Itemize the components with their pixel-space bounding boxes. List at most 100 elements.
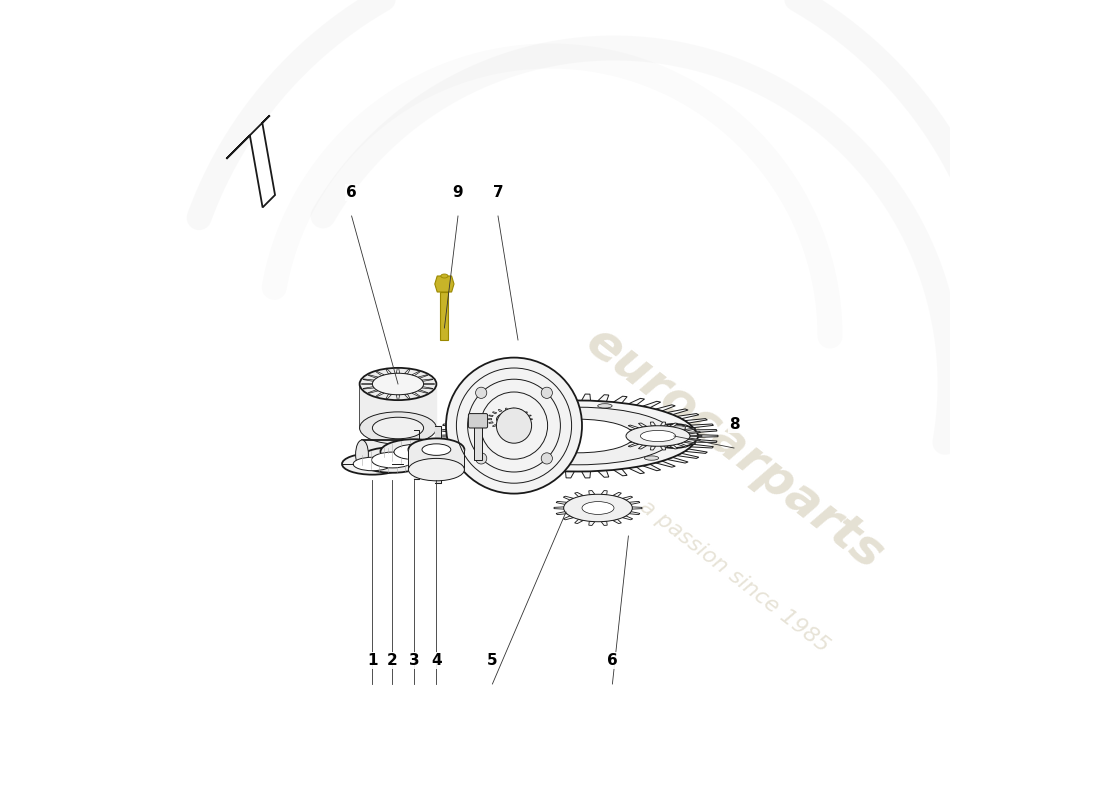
Polygon shape — [458, 454, 480, 458]
Polygon shape — [563, 496, 573, 500]
Circle shape — [541, 387, 552, 398]
Polygon shape — [597, 470, 608, 478]
Polygon shape — [493, 412, 497, 414]
Polygon shape — [688, 438, 701, 441]
Polygon shape — [493, 425, 497, 426]
Polygon shape — [660, 422, 666, 426]
Ellipse shape — [661, 430, 686, 442]
Ellipse shape — [408, 438, 464, 461]
Ellipse shape — [496, 413, 524, 426]
Polygon shape — [650, 422, 656, 426]
Polygon shape — [691, 444, 714, 448]
Polygon shape — [439, 439, 461, 442]
Polygon shape — [667, 409, 689, 414]
Polygon shape — [588, 522, 595, 526]
Polygon shape — [696, 434, 718, 438]
Polygon shape — [405, 394, 410, 398]
Polygon shape — [481, 461, 500, 467]
Polygon shape — [363, 379, 374, 382]
Polygon shape — [660, 446, 666, 450]
Polygon shape — [667, 458, 689, 463]
Polygon shape — [683, 441, 696, 444]
Text: 3: 3 — [409, 653, 419, 668]
Ellipse shape — [460, 401, 696, 471]
Polygon shape — [495, 464, 514, 470]
Ellipse shape — [360, 368, 437, 400]
Polygon shape — [615, 438, 628, 441]
Polygon shape — [396, 369, 399, 374]
Ellipse shape — [543, 464, 559, 468]
Ellipse shape — [522, 419, 634, 453]
Polygon shape — [628, 425, 639, 429]
Polygon shape — [418, 390, 428, 394]
Polygon shape — [602, 490, 607, 494]
Polygon shape — [442, 424, 465, 428]
Polygon shape — [386, 370, 392, 374]
Polygon shape — [557, 512, 566, 514]
Polygon shape — [588, 490, 595, 494]
Polygon shape — [468, 409, 490, 414]
Polygon shape — [628, 398, 645, 405]
Ellipse shape — [471, 442, 485, 446]
Polygon shape — [524, 412, 528, 414]
Polygon shape — [623, 496, 632, 500]
Polygon shape — [481, 405, 500, 411]
Polygon shape — [582, 394, 591, 401]
Circle shape — [475, 387, 487, 398]
Ellipse shape — [373, 418, 424, 438]
Polygon shape — [694, 430, 717, 433]
Polygon shape — [614, 435, 626, 437]
Polygon shape — [602, 522, 607, 526]
Polygon shape — [376, 392, 384, 397]
Polygon shape — [582, 471, 591, 478]
Polygon shape — [411, 371, 420, 376]
Polygon shape — [498, 426, 502, 429]
Polygon shape — [565, 394, 574, 401]
Text: 6: 6 — [346, 185, 358, 200]
Ellipse shape — [640, 430, 675, 442]
Polygon shape — [628, 443, 639, 447]
Ellipse shape — [342, 454, 403, 474]
Ellipse shape — [650, 424, 699, 448]
Polygon shape — [638, 445, 647, 449]
Polygon shape — [487, 418, 492, 420]
Text: eurocarparts: eurocarparts — [575, 317, 892, 579]
Ellipse shape — [355, 440, 368, 469]
Ellipse shape — [645, 456, 659, 460]
Polygon shape — [669, 423, 678, 427]
Polygon shape — [434, 276, 454, 292]
Polygon shape — [638, 423, 647, 427]
Ellipse shape — [353, 458, 392, 470]
Polygon shape — [528, 418, 532, 420]
Text: a passion since 1985: a passion since 1985 — [636, 496, 833, 656]
Polygon shape — [362, 383, 373, 385]
Polygon shape — [449, 418, 471, 423]
Polygon shape — [421, 379, 433, 382]
Polygon shape — [678, 443, 688, 447]
Text: 6: 6 — [607, 653, 618, 668]
Polygon shape — [421, 386, 433, 389]
Polygon shape — [642, 464, 661, 470]
Ellipse shape — [482, 407, 674, 465]
Ellipse shape — [671, 426, 685, 430]
Polygon shape — [565, 471, 574, 478]
Polygon shape — [440, 292, 449, 340]
Polygon shape — [505, 408, 508, 410]
Polygon shape — [620, 428, 632, 431]
Polygon shape — [656, 461, 675, 467]
Polygon shape — [424, 383, 434, 385]
Polygon shape — [688, 431, 701, 434]
Polygon shape — [418, 374, 428, 378]
Polygon shape — [529, 469, 542, 476]
Polygon shape — [405, 370, 410, 374]
Text: 9: 9 — [453, 185, 463, 200]
Polygon shape — [458, 414, 480, 418]
Polygon shape — [597, 394, 608, 402]
Polygon shape — [518, 410, 521, 412]
Polygon shape — [676, 454, 698, 458]
Polygon shape — [368, 374, 378, 378]
Polygon shape — [505, 428, 508, 430]
Polygon shape — [554, 507, 564, 509]
Polygon shape — [512, 408, 515, 410]
Ellipse shape — [360, 412, 437, 444]
